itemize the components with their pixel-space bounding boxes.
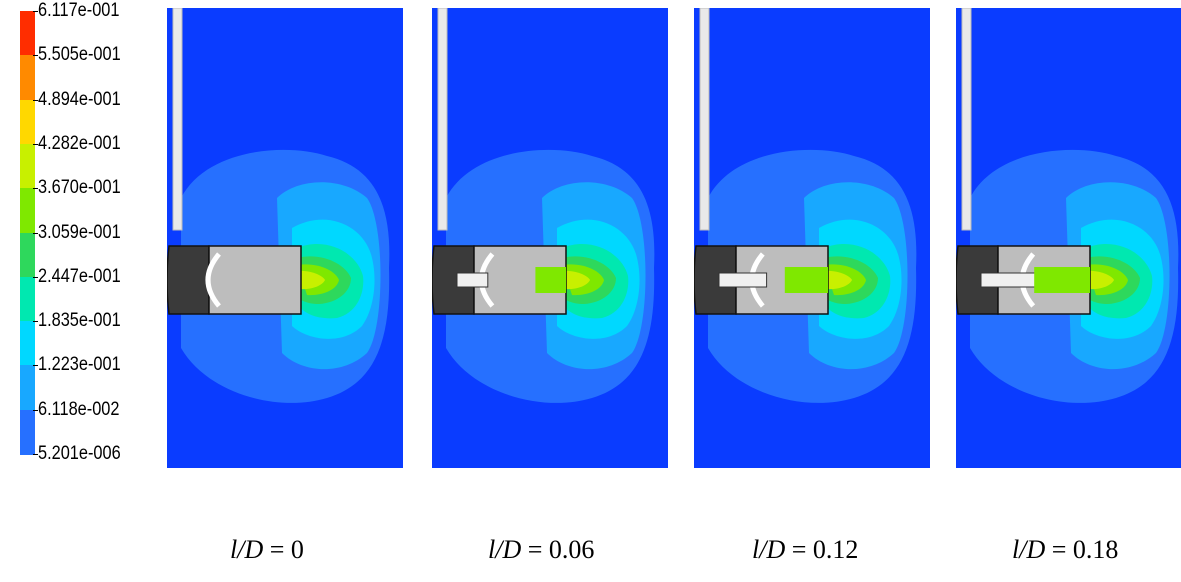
- contour-panel-3: [694, 8, 930, 468]
- color-legend: [20, 11, 35, 455]
- color-legend-label: 6.117e-001: [38, 0, 120, 21]
- color-legend-label: 3.670e-001: [38, 177, 121, 199]
- nozzle-exit-slot: [1034, 267, 1090, 293]
- color-legend-label: 1.835e-001: [38, 310, 121, 332]
- color-legend-tick: [33, 365, 38, 367]
- color-legend-label: 6.118e-002: [38, 398, 120, 420]
- color-legend-tick: [33, 99, 38, 101]
- color-legend-label: 3.059e-001: [38, 221, 121, 243]
- contour-level-8: [562, 270, 590, 290]
- caption-panel-1: l/D = 0: [230, 535, 304, 564]
- color-legend-swatch: [20, 276, 35, 323]
- color-legend-swatch: [20, 321, 35, 367]
- color-legend-tick: [33, 454, 38, 455]
- color-legend-tick: [33, 188, 38, 190]
- nozzle-body: [208, 245, 302, 315]
- contour-panel-4: [956, 8, 1181, 468]
- caption-panel-3: l/D = 0.12: [752, 535, 859, 564]
- color-legend-swatch: [20, 188, 35, 234]
- contour-level-8: [1086, 270, 1114, 290]
- color-legend-swatch: [20, 143, 35, 190]
- color-legend-swatch: [20, 55, 35, 101]
- contour-panel-1: [167, 8, 403, 468]
- contour-plot: [956, 8, 1181, 468]
- nozzle-housing: [956, 245, 999, 315]
- color-legend-swatch: [20, 99, 35, 145]
- color-legend-swatch: [20, 232, 35, 278]
- contour-level-8: [824, 270, 852, 290]
- color-legend-tick: [33, 55, 38, 57]
- color-legend-swatch: [20, 365, 35, 411]
- nozzle-cup: [205, 252, 221, 308]
- color-legend-label: 1.223e-001: [38, 354, 121, 376]
- nozzle-exit-slot: [535, 267, 566, 293]
- vertical-pipe: [961, 8, 972, 231]
- color-legend-tick: [33, 321, 38, 323]
- color-legend-tick: [33, 143, 38, 145]
- caption-panel-2: l/D = 0.06: [488, 535, 595, 564]
- color-legend-swatch: [20, 11, 35, 57]
- color-legend-label: 2.447e-001: [38, 265, 121, 287]
- nozzle-housing: [694, 245, 737, 315]
- contour-plot: [432, 8, 668, 468]
- contour-panel-2: [432, 8, 668, 468]
- contour-plot: [694, 8, 930, 468]
- color-legend-label: 4.282e-001: [38, 132, 121, 154]
- nozzle-pin: [718, 272, 768, 288]
- contour-plot: [167, 8, 403, 468]
- color-legend-tick: [33, 409, 38, 411]
- color-legend-tick: [33, 276, 38, 278]
- color-legend-tick: [33, 11, 38, 12]
- color-legend-swatch: [20, 409, 35, 455]
- color-legend-label: 5.505e-001: [38, 44, 121, 66]
- nozzle-pin: [456, 272, 489, 288]
- caption-panel-4: l/D = 0.18: [1012, 535, 1119, 564]
- vertical-pipe: [172, 8, 183, 231]
- color-legend-label: 4.894e-001: [38, 88, 121, 110]
- nozzle-housing: [167, 245, 210, 315]
- color-legend-label: 5.201e-006: [38, 443, 121, 464]
- color-legend-tick: [33, 232, 38, 234]
- vertical-pipe: [699, 8, 710, 231]
- nozzle-exit-slot: [784, 267, 828, 293]
- nozzle-housing: [432, 245, 475, 315]
- contour-level-8: [297, 270, 325, 290]
- vertical-pipe: [437, 8, 448, 231]
